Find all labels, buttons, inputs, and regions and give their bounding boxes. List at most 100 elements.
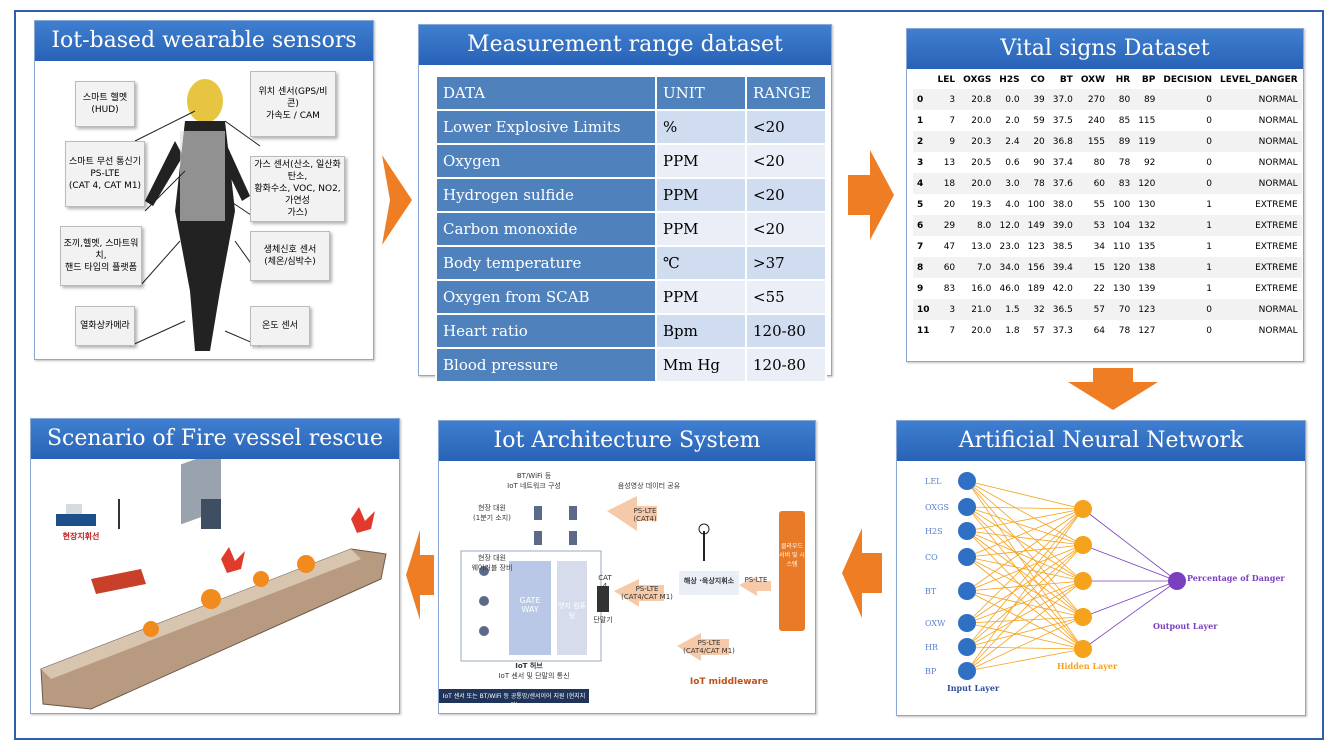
- panel-vital-signs: Vital signs Dataset LEL OXGS H2S CO BT OXW HR B…: [906, 28, 1304, 362]
- ann-diagram: LEL OXGS H2S CO BT OXW HR BP: [925, 472, 1186, 680]
- vital-cell: 1: [1159, 257, 1216, 278]
- vital-cell: 53: [1076, 215, 1110, 236]
- input-node-label: OXGS: [925, 503, 949, 512]
- ann-connection: [966, 622, 1084, 650]
- vital-cell: 0.0: [995, 89, 1024, 110]
- input-node: [958, 522, 976, 540]
- ann-connection: [966, 590, 1084, 618]
- vital-cell: 89: [1109, 131, 1135, 152]
- ann-connection: [966, 480, 1084, 510]
- vital-cell: 83: [1109, 173, 1135, 194]
- vital-cell: 270: [1076, 89, 1110, 110]
- hidden-node: [1074, 500, 1092, 518]
- measurement-cell: 120-80: [745, 313, 827, 349]
- vital-cell: 2: [913, 131, 934, 152]
- ann-connection: [966, 508, 1084, 624]
- sensor-label-thermal-camera: 열화상카메라: [75, 306, 135, 346]
- input-node: [958, 614, 976, 632]
- measurement-cell: <55: [745, 279, 827, 315]
- vital-cell: 130: [1138, 199, 1156, 210]
- measurement-cell: Mm Hg: [655, 347, 747, 383]
- measurement-cell: Body temperature: [435, 245, 657, 281]
- ann-connection: [966, 648, 1084, 672]
- vital-cell: 78: [1118, 325, 1131, 336]
- vital-cell: 29: [933, 215, 960, 236]
- vital-cell: 90: [1033, 157, 1045, 168]
- input-node: [958, 472, 976, 490]
- vital-cell: 4: [913, 173, 934, 194]
- input-node: [958, 638, 976, 656]
- label-text: 가스 센서(산소, 일산화탄소, 황화수소, VOC, NO2, 가연성 가스): [254, 160, 341, 218]
- vital-cell: NORMAL: [1258, 157, 1298, 168]
- ann-connection: [966, 544, 1084, 624]
- vital-cell: 70: [1109, 299, 1135, 320]
- measurement-cell: PPM: [655, 279, 747, 315]
- vital-cell: 1: [1206, 199, 1212, 210]
- vital-cell: 36.5: [1048, 299, 1077, 320]
- sea-center-label: 해상 ·육상지휘소: [683, 577, 735, 585]
- measurement-row: Lower Explosive Limits% <20: [435, 109, 827, 145]
- measurement-cell: Heart ratio: [435, 313, 657, 349]
- vital-cell: EXTREME: [1255, 199, 1298, 210]
- vital-cell: 37.3: [1052, 325, 1073, 336]
- vital-cell: 85: [1118, 115, 1131, 126]
- vital-header-cell: DECISION: [1163, 75, 1212, 85]
- ann-connection: [1082, 544, 1178, 582]
- ann-connection: [966, 616, 1084, 648]
- vital-row: 8 60 7.0 34.0 156 39.4 15 120 138 1 EXTREME: [913, 257, 1302, 278]
- ann-connection: [966, 506, 1084, 618]
- measurement-header-cell: DATA: [435, 75, 657, 111]
- panel-measurement-range: Measurement range dataset DATA UNIT RANGE …: [418, 24, 832, 383]
- vital-cell: 7: [949, 325, 956, 336]
- vital-cell: 119: [1134, 131, 1160, 152]
- input-node-label: OXW: [925, 619, 946, 628]
- vital-cell: EXTREME: [1255, 283, 1298, 294]
- vital-cell: 138: [1134, 257, 1160, 278]
- arrow-left-1: [842, 528, 882, 618]
- measurement-cell: Lower Explosive Limits: [435, 109, 657, 145]
- measurement-cell: %: [655, 109, 747, 145]
- vital-cell: 36.8: [1048, 131, 1077, 152]
- vital-cell: 1.8: [1005, 325, 1020, 336]
- vital-cell: 12.0: [995, 215, 1024, 236]
- vital-row: 7 47 13.0 23.0 123 38.5 34 110 135 1 EXTREME: [913, 236, 1302, 257]
- sensor-label-temperature: 온도 센서: [250, 306, 310, 346]
- output-danger-label: Percentage of Danger: [1187, 573, 1285, 583]
- vital-cell: 0: [1206, 115, 1212, 126]
- hidden-node: [1074, 536, 1092, 554]
- edge-label: 엣지 컴퓨팅: [558, 602, 586, 620]
- label-text: 생체신호 센서 (체온/심박수): [263, 245, 317, 267]
- pslte-catm1-b-label: PS-LTE (CAT4/CAT M1): [683, 639, 735, 655]
- vital-cell: 104: [1109, 215, 1135, 236]
- measurement-cell: PPM: [655, 211, 747, 247]
- fire-vessel-illustration: [40, 459, 387, 710]
- vital-cell: 20.0: [959, 173, 996, 194]
- label-text: 조끼,헬멧, 스마트워치, 핸드 타입의 플랫폼: [63, 239, 139, 273]
- vital-cell: 0: [1206, 325, 1212, 336]
- measurement-row: Oxygen PPM <20: [435, 143, 827, 179]
- middleware-label: IoT middleware: [689, 677, 769, 687]
- ann-connection: [966, 508, 1084, 558]
- vital-cell: 7: [949, 115, 956, 126]
- vital-cell: 0: [1159, 299, 1216, 320]
- vital-cell: 21.0: [959, 299, 996, 320]
- field-team-label: 현장 대원 (1분기 소지): [473, 504, 511, 522]
- vital-cell: 39: [1023, 89, 1049, 110]
- vital-cell: 20.8: [959, 89, 996, 110]
- measurement-row: Blood pressure Mm Hg 120-80: [435, 347, 827, 383]
- panel-title: Vital signs Dataset: [907, 29, 1303, 69]
- label-text: 위치 센서(GPS/비콘) 가속도 / CAM: [258, 87, 328, 121]
- vital-cell: 2.0: [1005, 115, 1020, 126]
- cat4-label: CAT 4: [598, 574, 612, 590]
- vital-cell: 59: [1033, 115, 1045, 126]
- ann-connection: [966, 580, 1084, 592]
- vital-cell: 3: [933, 89, 960, 110]
- hidden-node: [1074, 608, 1092, 626]
- measurement-cell: <20: [745, 109, 827, 145]
- ann-connection: [966, 556, 1084, 618]
- vital-cell: 39.0: [1048, 215, 1077, 236]
- vital-cell: 34: [1093, 241, 1106, 252]
- ann-connection: [966, 544, 1084, 672]
- vital-cell: 39.4: [1048, 257, 1077, 278]
- panel-title: Scenario of Fire vessel rescue: [31, 419, 399, 459]
